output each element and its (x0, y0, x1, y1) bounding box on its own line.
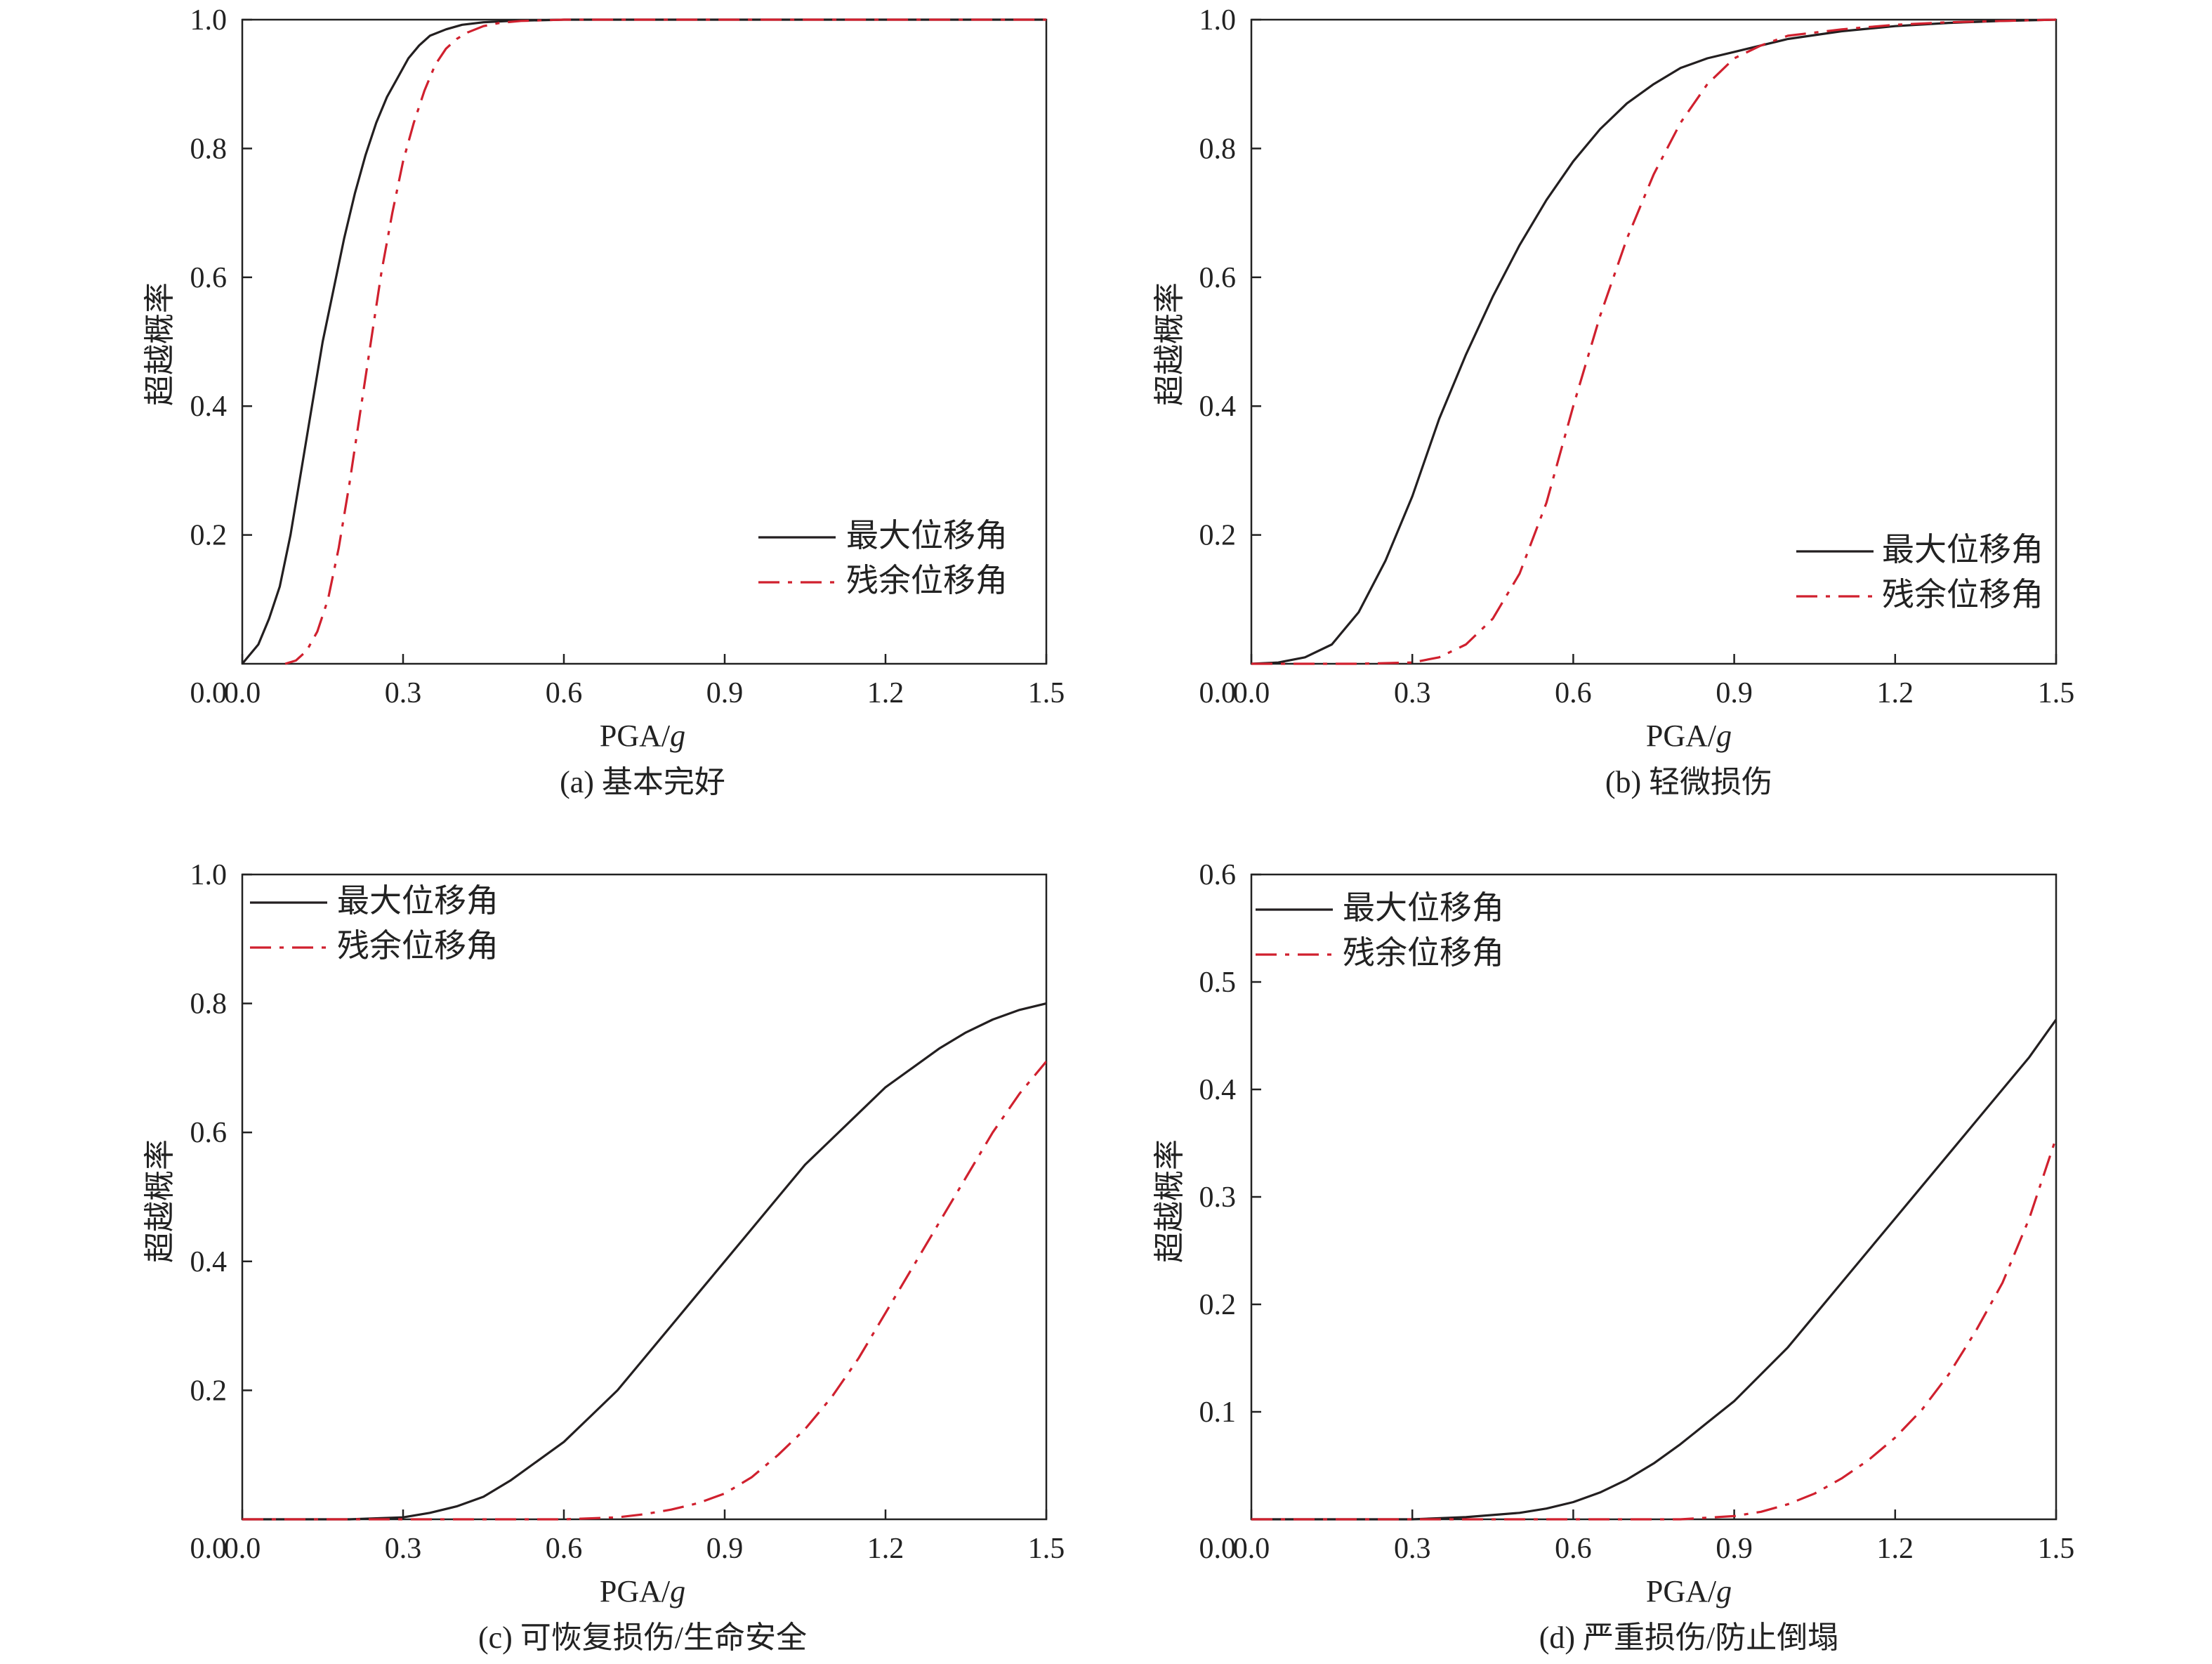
y-tick-label: 0.6 (1199, 262, 1237, 294)
legend-label-max: 最大位移角 (337, 883, 499, 919)
panel-a: (a) 基本完好 PGA/g 超越概率 最大位移角 残余位移角 0.0 0.3 0.… (143, 4, 1065, 799)
x-tick-label: 1.2 (1877, 1533, 1914, 1565)
legend-label-res: 残余位移角 (1882, 577, 2043, 612)
legend-label-max: 最大位移角 (1882, 532, 2043, 568)
x-tick-label: 1.5 (1028, 677, 1065, 709)
y-tick-label: 1.0 (190, 4, 228, 37)
y-tick-label: 0.0 (190, 1533, 228, 1565)
x-tick-label: 0.6 (546, 677, 583, 709)
y-tick-label: 0.8 (1199, 133, 1237, 165)
x-tick-label: 0.3 (1394, 1533, 1431, 1565)
y-tick-label: 0.5 (1199, 967, 1237, 999)
legend-label-res: 残余位移角 (846, 563, 1008, 598)
plot-frame (1250, 873, 2058, 1521)
y-tick-label: 1.0 (1199, 4, 1237, 37)
x-tick-label: 0.3 (1394, 677, 1431, 709)
y-tick-label: 0.2 (190, 1375, 228, 1407)
x-tick-label: 1.2 (867, 1533, 904, 1565)
x-tick-label: 1.5 (2038, 677, 2075, 709)
x-tick-label: 0.0 (224, 1533, 261, 1565)
x-axis-title: PGA/g (600, 719, 685, 753)
y-tick-label: 0.0 (190, 677, 228, 709)
y-tick-label: 0.2 (1199, 1289, 1237, 1321)
x-tick-label: 1.5 (2038, 1533, 2075, 1565)
panel-caption: (c) 可恢复损伤/生命安全 (478, 1620, 807, 1655)
y-tick-label: 0.2 (190, 520, 228, 552)
x-tick-label: 0.0 (1233, 1533, 1270, 1565)
x-tick-label: 0.0 (1233, 677, 1270, 709)
y-axis-title: 超越概率 (143, 282, 177, 406)
x-tick-label: 0.9 (1716, 677, 1753, 709)
x-tick-label: 0.3 (385, 677, 422, 709)
panel-caption: (a) 基本完好 (560, 765, 725, 799)
x-tick-label: 0.9 (1716, 1533, 1753, 1565)
y-tick-label: 0.8 (190, 988, 228, 1021)
legend-label-max: 最大位移角 (846, 518, 1008, 553)
x-tick-label: 0.6 (1555, 677, 1592, 709)
y-tick-label: 0.2 (1199, 520, 1237, 552)
x-tick-label: 1.5 (1028, 1533, 1065, 1565)
x-tick-label: 1.2 (1877, 677, 1914, 709)
x-tick-label: 0.6 (546, 1533, 583, 1565)
y-axis-title: 超越概率 (1152, 282, 1187, 406)
y-tick-label: 0.1 (1199, 1396, 1237, 1429)
legend-label-res: 残余位移角 (1343, 935, 1504, 971)
y-tick-label: 1.0 (190, 859, 228, 891)
y-tick-label: 0.6 (190, 1117, 228, 1149)
y-axis-title: 超越概率 (1152, 1139, 1187, 1263)
x-tick-label: 1.2 (867, 677, 904, 709)
legend-label-max: 最大位移角 (1343, 890, 1504, 926)
series-line-max-drift (1251, 18, 2056, 665)
series-line-max-drift (242, 1002, 1046, 1521)
x-axis-title: PGA/g (600, 1574, 685, 1609)
plot-frame (1250, 18, 2058, 665)
series-line-residual-drift (284, 18, 1046, 665)
x-tick-label: 0.9 (706, 677, 744, 709)
x-axis-title: PGA/g (1646, 719, 1732, 753)
y-tick-label: 0.6 (190, 262, 228, 294)
series-line-max-drift (1251, 1018, 2056, 1521)
series-line-max-drift (242, 18, 1046, 665)
panel-b: (b) 轻微损伤 PGA/g 超越概率 最大位移角 残余位移角 0.0 0.3 0.… (1152, 4, 2074, 799)
x-tick-label: 0.9 (706, 1533, 744, 1565)
y-tick-label: 0.3 (1199, 1181, 1237, 1214)
plot-frame (241, 873, 1048, 1521)
x-tick-label: 0.6 (1555, 1533, 1592, 1565)
y-tick-label: 0.4 (190, 1246, 228, 1278)
y-tick-label: 0.8 (190, 133, 228, 165)
panel-caption: (d) 严重损伤/防止倒塌 (1539, 1620, 1839, 1655)
y-axis-title: 超越概率 (143, 1139, 177, 1263)
y-tick-label: 0.0 (1199, 1533, 1237, 1565)
x-tick-label: 0.0 (224, 677, 261, 709)
panel-c: (c) 可恢复损伤/生命安全 PGA/g 超越概率 最大位移角 残余位移角 0.… (143, 859, 1065, 1655)
y-tick-label: 0.0 (1199, 677, 1237, 709)
y-tick-label: 0.4 (1199, 1074, 1237, 1106)
legend-label-res: 残余位移角 (337, 928, 499, 964)
series-line-residual-drift (242, 1061, 1046, 1521)
y-tick-label: 0.4 (190, 391, 228, 423)
panel-caption: (b) 轻微损伤 (1605, 765, 1772, 799)
y-tick-label: 0.4 (1199, 391, 1237, 423)
panel-d: (d) 严重损伤/防止倒塌 PGA/g 超越概率 最大位移角 残余位移角 0.0… (1152, 859, 2074, 1655)
series-line-residual-drift (1251, 18, 2056, 665)
y-tick-label: 0.6 (1199, 859, 1237, 891)
x-axis-title: PGA/g (1646, 1574, 1732, 1609)
x-tick-label: 0.3 (385, 1533, 422, 1565)
